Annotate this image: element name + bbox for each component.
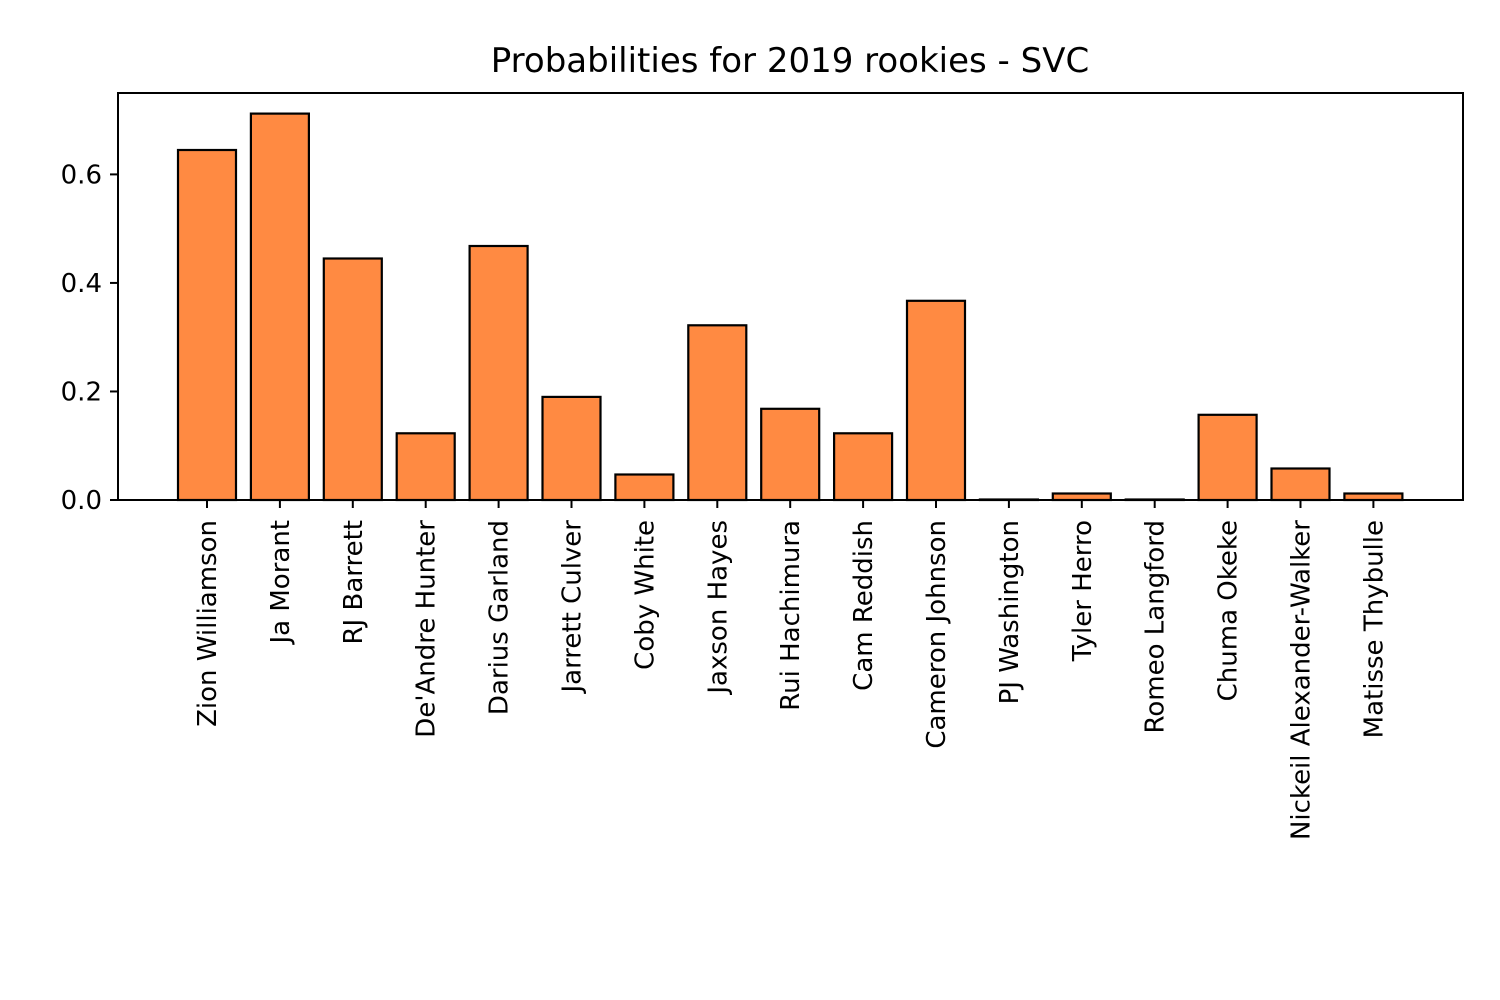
bar [1197, 413, 1258, 502]
bar [249, 112, 310, 502]
bar [905, 299, 967, 502]
bar [541, 395, 602, 502]
x-tick-label: Coby White [630, 520, 660, 670]
x-tick-label: Romeo Langford [1141, 520, 1171, 734]
bar [176, 148, 238, 502]
x-tick-label: Rui Hachimura [776, 520, 806, 711]
y-tick-label: 0.6 [61, 160, 102, 190]
x-axis: Zion Williamson Ja Morant RJ Barrett De'And… [193, 500, 1389, 840]
bar [1270, 467, 1331, 502]
y-axis: 0.0 0.2 0.4 0.6 [61, 160, 118, 516]
x-tick-label: Jarrett Culver [558, 520, 588, 695]
x-tick-label: Cam Reddish [849, 520, 879, 691]
y-tick-label: 0.4 [61, 269, 102, 299]
y-tick-label: 0.0 [61, 486, 102, 516]
bar [687, 324, 748, 502]
bars-group [176, 112, 1404, 502]
bar [832, 432, 894, 502]
x-tick-label: Tyler Herro [1068, 520, 1098, 662]
x-tick-label: Nickeil Alexander-Walker [1287, 520, 1317, 840]
x-tick-label: Ja Morant [266, 520, 296, 646]
bar [614, 473, 675, 502]
bar [760, 407, 821, 502]
x-tick-label: Chuma Okeke [1214, 520, 1244, 701]
bar [322, 257, 383, 502]
x-tick-label: Jaxson Hayes [703, 520, 733, 696]
bar [468, 244, 529, 502]
x-tick-label: Cameron Johnson [922, 520, 952, 749]
bar [395, 432, 456, 502]
x-tick-label: Matisse Thybulle [1359, 520, 1389, 738]
x-tick-label: Darius Garland [485, 520, 515, 715]
x-tick-label: De'Andre Hunter [412, 520, 442, 738]
x-tick-label: PJ Washington [995, 520, 1025, 704]
x-tick-label: Zion Williamson [193, 520, 223, 727]
x-tick-label: RJ Barrett [339, 520, 369, 645]
chart-title: Probabilities for 2019 rookies - SVC [491, 41, 1089, 81]
y-tick-label: 0.2 [61, 377, 102, 407]
